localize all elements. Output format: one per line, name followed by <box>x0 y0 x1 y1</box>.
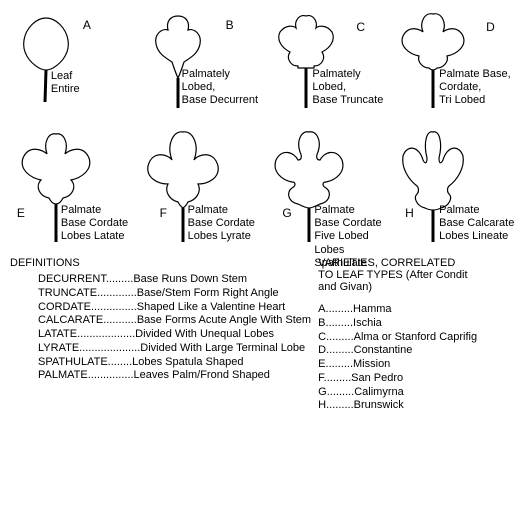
leaf-caption: Palmate Base Cordate Lobes Lyrate <box>188 204 255 244</box>
leaf-letter: A <box>83 18 91 32</box>
variety-line: D.........Constantine <box>318 344 517 358</box>
definition-line: LATATE...................Divided With Un… <box>10 328 318 342</box>
leaf-caption: Palmate Base Cordate Lobes Latate <box>61 204 128 244</box>
leaf-letter: B <box>226 18 234 32</box>
leaf-caption: Palmately Lobed, Base Decurrent <box>182 68 258 108</box>
leaf-letter: E <box>17 206 25 220</box>
variety-line: C.........Alma or Stanford Caprifig <box>318 331 517 345</box>
leaf-letter: F <box>160 206 167 220</box>
leaf-caption: Palmate Base Calcarate Lobes Lineate <box>439 204 514 244</box>
leaf-letter: G <box>282 206 291 220</box>
leaf-D: D Palmate Base, Cordate, Tri Lobed <box>391 10 516 110</box>
varieties-list: A.........HammaB.........IschiaC........… <box>318 303 517 413</box>
definition-line: SPATHULATE........Lobes Spatula Shaped <box>10 356 318 370</box>
variety-line: B.........Ischia <box>318 317 517 331</box>
varieties-column: VARIETIES, CORRELATED TO LEAF TYPES (Aft… <box>318 257 517 413</box>
leaf-letter: C <box>356 20 365 34</box>
leaf-caption: Palmate Base Cordate Five Lobed Lobes Sp… <box>314 204 389 270</box>
leaf-caption: Palmate Base, Cordate, Tri Lobed <box>439 68 511 108</box>
definition-line: LYRATE....................Divided With L… <box>10 342 318 356</box>
leaf-G: G Palmate Base Cordate Five Lobed Lobes … <box>264 130 389 245</box>
leaf-caption: Leaf Entire <box>51 70 80 96</box>
definitions-list: DECURRENT.........Base Runs Down StemTRU… <box>10 273 318 383</box>
bottom-section: DEFINITIONS DECURRENT.........Base Runs … <box>10 257 517 413</box>
definition-line: PALMATE...............Leaves Palm/Frond … <box>10 369 318 383</box>
leaf-B: B Palmately Lobed, Base Decurrent <box>138 10 263 110</box>
variety-line: G.........Calimyrna <box>318 386 517 400</box>
leaf-H: H Palmate Base Calcarate Lobes Lineate <box>391 130 516 245</box>
leaf-letter: D <box>486 20 495 34</box>
leaf-letter: H <box>405 206 414 220</box>
variety-line: F.........San Pedro <box>318 372 517 386</box>
definitions-title: DEFINITIONS <box>10 257 318 269</box>
leaf-E: E Palmate Base Cordate Lobes Latate <box>11 130 136 245</box>
leaf-row-1: A Leaf Entire B Palmately Lobed, Base De… <box>10 10 517 110</box>
leaf-A: A Leaf Entire <box>11 10 136 110</box>
definition-line: DECURRENT.........Base Runs Down Stem <box>10 273 318 287</box>
variety-line: A.........Hamma <box>318 303 517 317</box>
variety-line: H.........Brunswick <box>318 399 517 413</box>
definitions-column: DEFINITIONS DECURRENT.........Base Runs … <box>10 257 318 413</box>
leaf-F: F Palmate Base Cordate Lobes Lyrate <box>138 130 263 245</box>
leaf-caption: Palmately Lobed, Base Truncate <box>312 68 383 108</box>
leaf-row-2: E Palmate Base Cordate Lobes Latate F Pa… <box>10 130 517 245</box>
variety-line: E.........Mission <box>318 358 517 372</box>
definition-line: TRUNCATE.............Base/Stem Form Righ… <box>10 287 318 301</box>
leaf-C: C Palmately Lobed, Base Truncate <box>264 10 389 110</box>
definition-line: CALCARATE...........Base Forms Acute Ang… <box>10 314 318 328</box>
definition-line: CORDATE...............Shaped Like a Vale… <box>10 301 318 315</box>
